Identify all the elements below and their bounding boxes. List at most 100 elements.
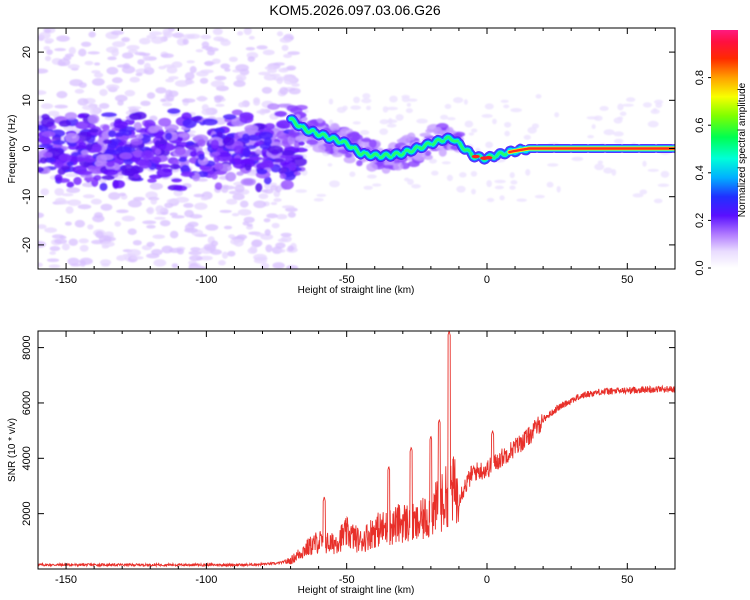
spectrogram-noise-blob [619, 111, 627, 117]
spectrogram-noise-blob [222, 184, 229, 188]
spectrogram-noise-blob [74, 88, 85, 94]
spectrogram-noise-blob [99, 259, 112, 266]
spectrogram-energy-blob [118, 141, 125, 146]
spectrogram-noise-blob [152, 234, 166, 239]
colorbar-label: Normalized spectral amplitude [737, 82, 748, 217]
spectrogram-noise-blob [278, 248, 286, 253]
spectrogram-noise-blob [456, 185, 466, 193]
spectrogram-energy-blob [121, 164, 135, 174]
spectrogram-noise-blob [388, 117, 393, 125]
spectrogram-energy-blob [356, 160, 363, 167]
colorbar-ticks: 0.0 0.2 0.4 0.6 0.8 [694, 70, 711, 276]
spectrogram-noise-blob [114, 221, 122, 227]
spectrogram-noise-blob [444, 103, 452, 110]
spectrogram-energy-blob [38, 143, 54, 149]
spectrogram-energy-blob [331, 152, 343, 158]
spectrogram-noise-blob [77, 98, 89, 106]
spectrogram-energy-blob [120, 146, 136, 153]
spectrogram-energy-blob [102, 169, 119, 176]
spectrogram-ytick-label: 20 [21, 46, 33, 58]
spectrogram-noise-blob [206, 49, 215, 56]
spectrogram-noise-blob [88, 31, 96, 38]
spectrogram-noise-blob [227, 250, 236, 257]
spectrogram-noise-blob [366, 105, 372, 111]
spectrogram-noise-blob [143, 62, 151, 71]
spectrogram-noise-blob [603, 167, 613, 174]
spectrogram-energy-blob [247, 134, 263, 141]
spectrogram-energy-blob [216, 131, 223, 138]
spectrogram-noise-blob [510, 107, 523, 113]
spectrogram-noise-blob [405, 108, 413, 114]
spectrogram-noise-blob [184, 209, 195, 218]
spectrogram-noise-blob [276, 214, 288, 220]
spectrogram-noise-blob [243, 216, 255, 224]
spectrogram-energy-blob [64, 112, 78, 120]
spectrogram-noise-blob [183, 202, 194, 208]
spectrogram-noise-blob [228, 234, 236, 239]
spectrogram-xtick-label: -100 [195, 274, 217, 286]
spectrogram-noise-blob [471, 128, 478, 133]
spectrogram-noise-blob [139, 37, 151, 45]
spectrogram-noise-blob [153, 259, 167, 267]
spectrogram-noise-blob [38, 212, 45, 219]
spectrogram-noise-blob [258, 193, 269, 200]
spectrogram-energy-blob [256, 168, 268, 175]
spectrogram-noise-blob [411, 184, 421, 189]
spectrogram-noise-blob [68, 238, 78, 246]
spectrogram-noise-blob [276, 31, 284, 37]
spectrogram-noise-blob [215, 103, 225, 107]
spectrogram-energy-blob [185, 141, 195, 146]
spectrogram-noise-blob [401, 94, 410, 99]
spectrogram-noise-blob [527, 126, 537, 134]
spectrogram-noise-blob [214, 75, 227, 81]
spectrogram-noise-blob [639, 189, 648, 195]
figure-title: KOM5.2026.097.03.06.G26 [269, 2, 440, 18]
spectrogram-noise-blob [188, 266, 202, 269]
spectrogram-energy-blob [157, 144, 168, 150]
spectrogram-noise-blob [276, 77, 283, 85]
snr-series [38, 331, 675, 568]
spectrogram-energy-blob [222, 136, 235, 146]
spectrogram-energy-blob [173, 185, 188, 192]
spectrogram-energy-blob [148, 174, 163, 179]
spectrogram-noise-blob [266, 213, 278, 219]
spectrogram-hotspot [484, 155, 493, 160]
spectrogram-energy-blob [216, 152, 232, 158]
spectrogram-energy-blob [121, 129, 133, 137]
spectrogram-energy-blob [178, 157, 188, 163]
spectrogram-noise-blob [164, 202, 174, 209]
spectrogram-energy-blob [189, 150, 198, 158]
spectrogram-noise-blob [116, 255, 127, 262]
spectrogram-noise-blob [281, 44, 289, 51]
spectrogram-noise-blob [234, 184, 245, 193]
spectrogram-noise-blob [280, 232, 292, 237]
spectrogram-noise-blob [135, 72, 143, 77]
spectrogram-noise-blob [130, 256, 144, 260]
spectrogram-noise-blob [262, 49, 275, 56]
spectrogram-energy-blob [41, 130, 56, 138]
spectrogram-energy-blob [133, 121, 142, 131]
spectrogram-ridge [286, 114, 675, 165]
spectrogram-noise-blob [219, 209, 232, 214]
spectrogram-ytick-label: 0 [21, 145, 33, 151]
spectrogram-noise-blob [534, 194, 545, 199]
spectrogram-noise-blob [288, 87, 301, 95]
spectrogram-energy-blob [263, 176, 272, 185]
spectrogram-noise-blob [213, 95, 225, 101]
spectrogram-energy-blob [44, 157, 56, 163]
spectrogram-noise-blob [281, 205, 295, 209]
spectrogram-noise-blob [279, 37, 292, 43]
spectrogram-noise-blob [54, 104, 68, 109]
spectrogram-noise-blob [61, 193, 74, 197]
spectrogram-energy-blob [255, 149, 262, 155]
spectrogram-energy-blob [382, 164, 395, 169]
spectrogram-noise-blob [228, 56, 238, 62]
snr-ylabel: SNR (10 * v/v) [7, 418, 18, 482]
spectrogram-xtick-label: 0 [484, 274, 490, 286]
spectrogram-noise-blob [67, 199, 82, 206]
spectrogram-noise-blob [591, 124, 596, 130]
spectrogram-noise-blob [145, 191, 158, 199]
spectrogram-energy-blob [239, 114, 254, 124]
spectrogram-energy-blob [296, 135, 307, 141]
